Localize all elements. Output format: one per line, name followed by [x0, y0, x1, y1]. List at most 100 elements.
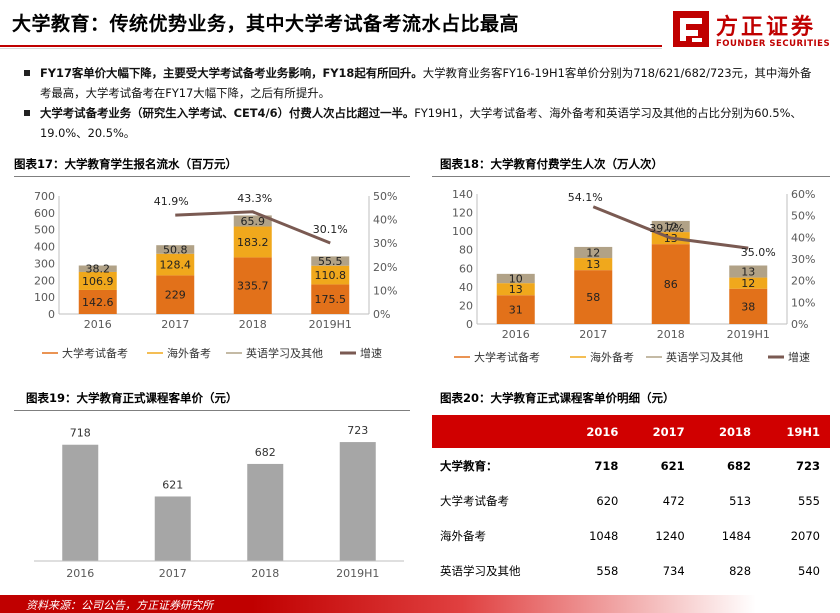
stacked-bar-segment — [156, 253, 195, 276]
bar-data-label: 12 — [586, 247, 600, 260]
founder-logo-icon — [673, 11, 709, 47]
bar-data-label: 106.9 — [82, 275, 114, 288]
legend-label: 海外备考 — [590, 350, 634, 364]
y2-tick-label: 10% — [373, 284, 397, 297]
y2-tick-label: 40% — [791, 231, 815, 244]
bar-data-label: 718 — [70, 427, 91, 440]
source-footer: 资料来源：公司公告，方正证券研究所 — [0, 595, 840, 613]
table-cell: 1240 — [655, 528, 685, 543]
table-header-row: 2016 2017 2018 19H1 — [432, 415, 830, 448]
x-tick-label: 2019H1 — [727, 328, 770, 341]
stacked-bar-segment — [78, 289, 117, 314]
stacked-bar-segment — [233, 226, 272, 258]
stacked-bar-segment — [78, 265, 117, 272]
y-tick-label: 600 — [34, 207, 55, 220]
table-cell: 828 — [729, 563, 752, 578]
bar-data-label: 175.5 — [315, 293, 347, 306]
y2-tick-label: 0% — [373, 308, 390, 321]
bullet-list: FY17客单价大幅下降，主要受大学考试备考业务影响，FY18起有所回升。大学教育… — [22, 63, 822, 143]
x-tick-label: 2016 — [502, 328, 530, 341]
table-row: 大学教育： 718 621 682 723 — [432, 448, 830, 483]
y2-tick-label: 30% — [373, 237, 397, 250]
table-header-cell — [432, 415, 562, 448]
table-cell: 2070 — [790, 528, 820, 543]
legend-label: 海外备考 — [167, 346, 211, 360]
y-tick-label: 100 — [452, 225, 473, 238]
fig20-table: 2016 2017 2018 19H1 大学教育： 718 621 682 72… — [432, 415, 830, 588]
source-text: 资料来源：公司公告，方正证券研究所 — [26, 599, 213, 612]
growth-data-label: 35.0% — [741, 246, 776, 259]
fig17-title: 图表17：大学教育学生报名流水（百万元） — [14, 157, 238, 171]
y-tick-label: 300 — [34, 257, 55, 270]
table-row: 英语学习及其他 558 734 828 540 — [432, 553, 830, 588]
bar-data-label: 10 — [509, 273, 523, 286]
table-header-cell: 19H1 — [761, 415, 830, 448]
stacked-bar-segment — [496, 273, 535, 284]
x-tick-label: 2017 — [579, 328, 607, 341]
fig19-title: 图表19：大学教育正式课程客单价（元） — [26, 391, 238, 405]
fig18-title-rule — [432, 176, 830, 177]
y-tick-label: 400 — [34, 241, 55, 254]
legend-label: 大学考试备考 — [62, 346, 128, 360]
growth-data-label: 41.9% — [154, 195, 189, 208]
y-tick-label: 20 — [459, 299, 473, 312]
fig20-title: 图表20：大学教育正式课程客单价明细（元） — [440, 391, 675, 405]
founder-securities-logo: 方正证券 FOUNDER SECURITIES — [672, 6, 832, 54]
legend-label: 增速 — [788, 350, 810, 364]
bar-data-label: 229 — [165, 289, 186, 302]
legend-label: 英语学习及其他 — [666, 350, 743, 364]
logo-cn-text: 方正证券 — [716, 15, 817, 40]
table-row-label: 大学教育： — [440, 458, 498, 473]
logo-en-text: FOUNDER SECURITIES — [716, 39, 831, 49]
table-cell: 734 — [662, 563, 685, 578]
bar-data-label: 38 — [741, 300, 755, 313]
y-tick-label: 500 — [34, 224, 55, 237]
bullet-text: FY19H1，大学考试备考、海外备考和英语学习及其他的占比分别为60.5%、19… — [40, 106, 802, 140]
y-tick-label: 60 — [459, 262, 473, 275]
stacked-bar-segment — [651, 244, 690, 324]
price-bar — [339, 442, 376, 561]
y-tick-label: 120 — [452, 207, 473, 220]
y-tick-label: 700 — [34, 190, 55, 203]
x-tick-label: 2016 — [84, 318, 112, 331]
bar-data-label: 65.9 — [241, 215, 266, 228]
y-tick-label: 0 — [466, 318, 473, 331]
y2-tick-label: 60% — [791, 188, 815, 201]
y2-tick-label: 0% — [791, 318, 808, 331]
stacked-bar-segment — [311, 284, 350, 314]
bar-data-label: 621 — [162, 478, 183, 491]
table-cell: 621 — [660, 458, 685, 473]
table-cell: 682 — [727, 458, 752, 473]
stacked-bar-segment — [233, 257, 272, 314]
growth-data-label: 43.3% — [237, 192, 272, 205]
y-tick-label: 140 — [452, 188, 473, 201]
bullet-item: 大学考试备考业务（研究生入学考试、CET4/6）付费人次占比超过一半。FY19H… — [22, 103, 822, 143]
stacked-bar-segment — [574, 258, 613, 271]
table-cell: 723 — [795, 458, 820, 473]
table-cell: 513 — [729, 493, 752, 508]
page-title: 大学教育：传统优势业务，其中大学考试备考流水占比最高 — [12, 13, 520, 35]
y2-tick-label: 10% — [791, 296, 815, 309]
y-tick-label: 200 — [34, 274, 55, 287]
stacked-bar-segment — [574, 270, 613, 324]
stacked-bar-segment — [496, 283, 535, 296]
bullet-bold-text: FY17客单价大幅下降，主要受大学考试备考业务影响，FY18起有所回升。 — [40, 66, 423, 80]
y2-tick-label: 30% — [791, 253, 815, 266]
y2-tick-label: 50% — [791, 210, 815, 223]
x-tick-label: 2017 — [161, 318, 189, 331]
bar-data-label: 13 — [509, 283, 523, 296]
bar-data-label: 38.2 — [86, 263, 111, 276]
stacked-bar-segment — [156, 245, 195, 254]
table-header-cell: 2018 — [694, 415, 762, 448]
y2-tick-label: 20% — [373, 261, 397, 274]
bar-data-label: 682 — [255, 446, 276, 459]
fig19-title-rule — [14, 410, 410, 411]
stacked-bar-segment — [311, 265, 350, 285]
growth-line — [175, 210, 331, 245]
x-tick-label: 2017 — [159, 567, 187, 580]
table-cell: 1484 — [721, 528, 752, 543]
stacked-bar-segment — [311, 256, 350, 266]
bar-data-label: 142.6 — [82, 296, 114, 309]
bullet-text: 大学教育业务客FY16-19H1客单价分别为718/621/682/723元，其… — [40, 66, 812, 100]
x-tick-label: 2019H1 — [336, 567, 379, 580]
